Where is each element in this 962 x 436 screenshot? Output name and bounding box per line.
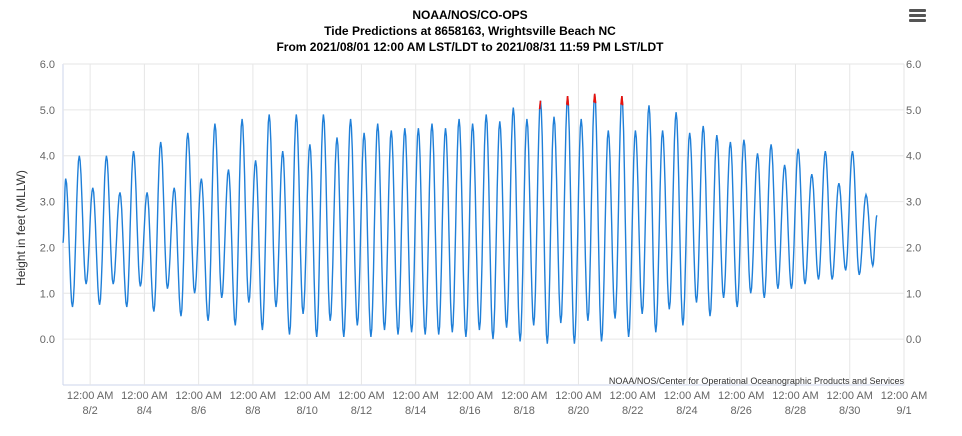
x-tick-label-date: 8/16 bbox=[459, 405, 480, 417]
x-tick-label-date: 8/4 bbox=[137, 405, 152, 417]
x-tick-label-date: 8/8 bbox=[245, 405, 260, 417]
x-tick-label-date: 8/6 bbox=[191, 405, 206, 417]
x-tick-label-time: 12:00 AM bbox=[609, 390, 655, 402]
x-axis-ticks: 12:00 AM 8/2 12:00 AM 8/4 12:00 AM 8/6 12:00 A… bbox=[67, 390, 927, 417]
chart-grid bbox=[62, 63, 905, 386]
x-tick-label-time: 12:00 AM bbox=[392, 390, 438, 402]
x-tick-label-time: 12:00 AM bbox=[881, 390, 927, 402]
y-tick-label-right: 4.0 bbox=[906, 151, 921, 163]
y-tick-label-right: 2.0 bbox=[906, 242, 921, 254]
y-tick-label-left: 0.0 bbox=[40, 334, 55, 346]
x-tick-label-date: 8/10 bbox=[296, 405, 317, 417]
chart-title-range: From 2021/08/01 12:00 AM LST/LDT to 2021… bbox=[276, 40, 664, 54]
x-tick-label-time: 12:00 AM bbox=[230, 390, 276, 402]
x-tick-label-time: 12:00 AM bbox=[284, 390, 330, 402]
x-tick-label-time: 12:00 AM bbox=[664, 390, 710, 402]
y-tick-label-right: 6.0 bbox=[906, 59, 921, 71]
x-tick-label-time: 12:00 AM bbox=[175, 390, 221, 402]
y-tick-label-left: 5.0 bbox=[40, 105, 55, 117]
x-tick-label-date: 8/2 bbox=[82, 405, 97, 417]
chart-title-agency: NOAA/NOS/CO-OPS bbox=[412, 8, 528, 22]
y-tick-label-left: 3.0 bbox=[40, 197, 55, 209]
y-tick-label-left: 1.0 bbox=[40, 288, 55, 300]
x-tick-label-time: 12:00 AM bbox=[501, 390, 547, 402]
x-tick-label-date: 8/14 bbox=[405, 405, 426, 417]
y-tick-label-left: 6.0 bbox=[40, 59, 55, 71]
y-tick-label-right: 5.0 bbox=[906, 105, 921, 117]
menu-bar-top bbox=[909, 9, 926, 12]
x-tick-label-date: 8/20 bbox=[568, 405, 589, 417]
x-tick-label-time: 12:00 AM bbox=[718, 390, 764, 402]
x-tick-label-time: 12:00 AM bbox=[555, 390, 601, 402]
x-tick-label-date: 8/26 bbox=[731, 405, 752, 417]
menu-bar-middle bbox=[909, 14, 926, 17]
x-tick-label-date: 8/30 bbox=[839, 405, 860, 417]
y-axis-label: Height in feet (MLLW) bbox=[14, 170, 28, 286]
x-tick-label-date: 9/1 bbox=[896, 405, 911, 417]
x-tick-label-time: 12:00 AM bbox=[772, 390, 818, 402]
y-tick-label-right: 0.0 bbox=[906, 334, 921, 346]
x-tick-label-date: 8/24 bbox=[676, 405, 697, 417]
y-tick-label-right: 3.0 bbox=[906, 197, 921, 209]
tide-series-line bbox=[62, 93, 878, 344]
x-tick-label-date: 8/18 bbox=[513, 405, 534, 417]
hamburger-menu-icon[interactable] bbox=[907, 6, 929, 26]
x-tick-label-date: 8/12 bbox=[351, 405, 372, 417]
menu-bar-bottom bbox=[909, 19, 926, 22]
y-tick-label-left: 4.0 bbox=[40, 151, 55, 163]
x-tick-label-time: 12:00 AM bbox=[67, 390, 113, 402]
y-axis-right-ticks: 0.0 1.0 2.0 3.0 4.0 5.0 6.0 bbox=[906, 59, 921, 346]
credit-text: NOAA/NOS/Center for Operational Oceanogr… bbox=[609, 376, 905, 386]
chart-title-station: Tide Predictions at 8658163, Wrightsvill… bbox=[324, 24, 616, 38]
y-tick-label-left: 2.0 bbox=[40, 242, 55, 254]
x-tick-label-time: 12:00 AM bbox=[447, 390, 493, 402]
x-tick-label-time: 12:00 AM bbox=[826, 390, 872, 402]
y-axis-left-ticks: 0.0 1.0 2.0 3.0 4.0 5.0 6.0 bbox=[40, 59, 55, 346]
x-tick-label-time: 12:00 AM bbox=[338, 390, 384, 402]
x-tick-label-date: 8/28 bbox=[785, 405, 806, 417]
y-tick-label-right: 1.0 bbox=[906, 288, 921, 300]
x-tick-label-time: 12:00 AM bbox=[121, 390, 167, 402]
x-tick-label-date: 8/22 bbox=[622, 405, 643, 417]
